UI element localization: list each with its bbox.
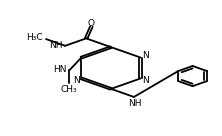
Text: N: N xyxy=(142,75,149,85)
Text: CH₃: CH₃ xyxy=(61,85,77,95)
Text: O: O xyxy=(88,19,95,28)
Text: N: N xyxy=(142,51,149,61)
Text: HN: HN xyxy=(53,65,67,74)
Text: N: N xyxy=(73,75,80,85)
Text: NH: NH xyxy=(49,41,63,50)
Text: H₃C: H₃C xyxy=(26,33,43,42)
Text: NH: NH xyxy=(128,99,142,108)
